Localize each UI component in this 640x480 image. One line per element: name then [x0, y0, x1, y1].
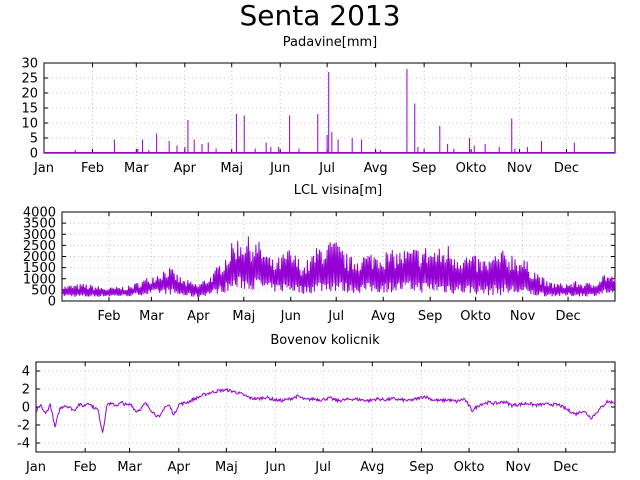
- x-tick-label: Nov: [510, 309, 536, 324]
- y-tick-label: -2: [17, 419, 30, 434]
- x-tick-label: Okto: [454, 460, 485, 475]
- y-tick-label: 0: [22, 401, 30, 416]
- y-tick-label: 1000: [23, 272, 56, 287]
- y-tick-label: 4: [22, 365, 30, 380]
- y-tick-label: 30: [21, 57, 38, 72]
- x-tick-label: Sep: [412, 161, 437, 176]
- y-tick-label: 1500: [23, 261, 56, 276]
- y-tick-label: 25: [21, 72, 38, 87]
- x-tick-label: Sep: [409, 460, 434, 475]
- y-tick-label: 20: [21, 87, 38, 102]
- x-tick-label: Apr: [187, 309, 210, 324]
- x-tick-label: Jan: [25, 460, 46, 475]
- x-tick-label: Sep: [418, 309, 443, 324]
- boven-ratio-series: [35, 387, 616, 433]
- y-tick-label: 15: [21, 102, 38, 117]
- x-tick-label: Okto: [460, 309, 491, 324]
- x-tick-label: Nov: [507, 161, 533, 176]
- x-tick-label: Feb: [97, 309, 120, 324]
- figure-title: Senta 2013: [239, 0, 400, 32]
- x-tick-label: Maj: [215, 460, 238, 475]
- x-tick-label: Jun: [280, 309, 301, 324]
- x-tick-label: Apr: [168, 460, 191, 475]
- precipitation-panel: Jan Feb Mar Apr Maj Jun Jul Avg Sep Okto Nov Dec051…: [21, 57, 616, 176]
- y-tick-label: 2: [22, 383, 30, 398]
- x-tick-label: Nov: [506, 460, 532, 475]
- y-tick-label: 500: [31, 283, 56, 298]
- plot-frame: [61, 211, 616, 302]
- panel1-title: Padavine[mm]: [283, 35, 377, 50]
- x-tick-label: Mar: [117, 460, 142, 475]
- panel3-title: Bovenov kolicnik: [270, 333, 380, 348]
- x-tick-label: Jun: [269, 161, 290, 176]
- x-tick-label: Apr: [174, 161, 197, 176]
- x-tick-label: Avg: [364, 161, 388, 176]
- panel2-title: LCL visina[m]: [294, 183, 382, 198]
- lcl-height-panel: Feb Mar Apr Maj Jun Jul Avg Sep Okto Nov Dec 050010…: [23, 206, 616, 324]
- x-tick-label: Jul: [327, 309, 344, 324]
- boven-ratio-panel: Jan Feb Mar Apr Maj Jun Jul Avg Sep Okto Nov Dec -4 -…: [17, 361, 616, 475]
- y-tick-label: 10: [21, 117, 38, 132]
- x-tick-label: Maj: [220, 161, 243, 176]
- y-tick-label: 5: [30, 132, 38, 147]
- y-tick-label: -4: [17, 437, 30, 452]
- x-tick-label: Mar: [139, 309, 164, 324]
- x-tick-label: Avg: [360, 460, 384, 475]
- y-tick-label: 3500: [23, 217, 56, 232]
- x-tick-label: Feb: [81, 161, 104, 176]
- x-tick-label: Avg: [371, 309, 395, 324]
- y-tick-label: 0: [30, 147, 38, 162]
- y-tick-label: 2000: [23, 250, 56, 265]
- plot-frame: [35, 361, 616, 453]
- x-tick-label: Dec: [553, 460, 578, 475]
- x-tick-label: Maj: [232, 309, 255, 324]
- x-tick-label: Jan: [33, 161, 54, 176]
- y-tick-label: 2500: [23, 239, 56, 254]
- x-tick-label: Jul: [318, 161, 335, 176]
- x-tick-label: Jul: [314, 460, 331, 475]
- y-tick-label: 4000: [23, 206, 56, 221]
- x-tick-label: Okto: [456, 161, 487, 176]
- lcl-height-series: [61, 236, 616, 298]
- plot-frame: [43, 62, 616, 154]
- y-tick-label: 0: [48, 295, 56, 310]
- y-tick-label: 3000: [23, 228, 56, 243]
- x-tick-label: Dec: [555, 309, 580, 324]
- x-tick-label: Dec: [554, 161, 579, 176]
- x-tick-label: Feb: [74, 460, 97, 475]
- x-tick-label: Mar: [124, 161, 149, 176]
- x-tick-label: Jun: [264, 460, 285, 475]
